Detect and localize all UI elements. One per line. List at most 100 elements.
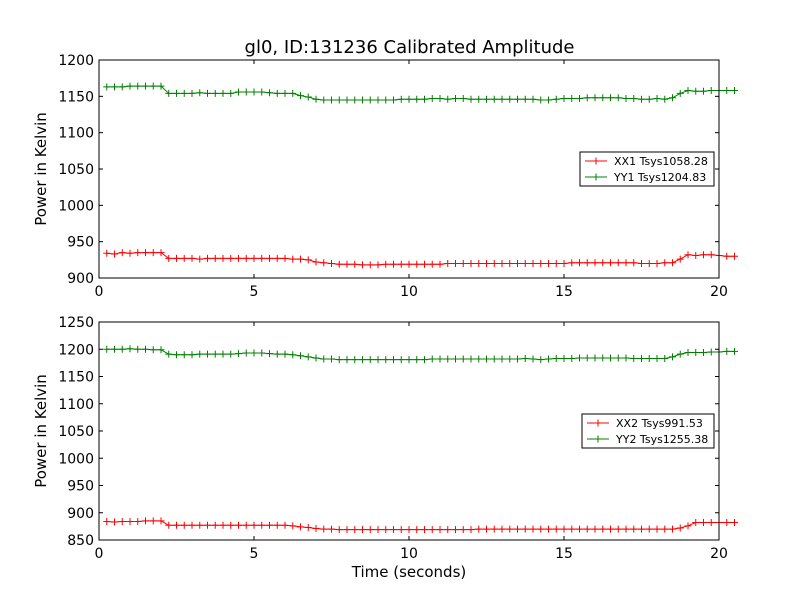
data-point <box>343 96 351 104</box>
data-point <box>521 259 529 267</box>
y-tick-label: 1050 <box>58 162 94 178</box>
data-point <box>436 95 444 103</box>
data-point <box>266 350 273 358</box>
data-point <box>552 95 560 103</box>
data-point <box>568 95 576 103</box>
data-point <box>684 522 692 530</box>
data-point <box>490 525 498 533</box>
data-point <box>669 353 676 361</box>
data-point <box>273 89 281 97</box>
data-point <box>103 249 111 257</box>
data-point <box>413 356 421 364</box>
data-point <box>382 356 390 364</box>
data-point <box>328 96 335 104</box>
data-point <box>731 347 738 355</box>
legend-entry: XX1 Tsys1058.28 <box>585 155 708 168</box>
data-point <box>188 351 196 359</box>
data-point <box>312 525 320 533</box>
data-point <box>622 354 630 362</box>
data-point <box>111 518 118 526</box>
data-point <box>490 95 498 103</box>
data-point <box>351 96 359 104</box>
data-point <box>242 88 250 96</box>
data-point <box>235 254 242 262</box>
data-point <box>521 95 529 103</box>
data-point <box>560 355 568 363</box>
data-point <box>506 95 514 103</box>
data-point <box>134 249 142 257</box>
data-point <box>552 355 560 363</box>
data-point <box>622 95 630 103</box>
data-point <box>607 94 614 102</box>
data-point <box>467 526 475 534</box>
data-point <box>103 83 111 91</box>
data-point <box>211 89 219 97</box>
data-point <box>405 526 413 534</box>
data-point <box>676 350 684 358</box>
data-point <box>359 261 366 269</box>
data-point <box>506 259 514 267</box>
data-point <box>351 260 359 268</box>
data-point <box>684 87 692 95</box>
data-point <box>390 526 397 534</box>
data-point <box>335 526 343 534</box>
data-point <box>211 254 219 262</box>
data-point <box>343 356 351 364</box>
data-point <box>568 259 576 267</box>
data-point <box>281 521 289 529</box>
data-point <box>599 94 607 102</box>
data-point <box>304 93 312 101</box>
data-point <box>165 350 173 358</box>
data-point <box>142 345 149 353</box>
data-point <box>622 525 630 533</box>
data-point <box>428 355 436 363</box>
x-tick-label: 10 <box>400 284 418 300</box>
data-point <box>576 95 583 103</box>
data-point <box>227 521 235 529</box>
data-point <box>281 350 289 358</box>
data-point <box>227 89 235 97</box>
data-point <box>157 346 165 354</box>
data-point <box>490 259 498 267</box>
legend: XX2 Tsys991.53 YY2 Tsys1255.38 <box>581 413 715 449</box>
data-point <box>545 525 552 533</box>
data-point <box>366 526 374 534</box>
data-point <box>397 260 405 268</box>
data-point <box>359 96 366 104</box>
data-point <box>211 350 219 358</box>
x-tick-label: 20 <box>710 284 728 300</box>
data-point <box>304 523 312 531</box>
series-line <box>106 85 735 101</box>
data-point <box>304 353 312 361</box>
data-point <box>676 524 684 532</box>
data-point <box>452 259 459 267</box>
legend-marker <box>592 173 600 181</box>
data-point <box>343 260 351 268</box>
data-point <box>180 351 188 359</box>
data-point <box>459 259 467 267</box>
data-point <box>374 96 382 104</box>
series-line <box>106 252 735 266</box>
data-point <box>258 521 266 529</box>
data-point <box>413 526 421 534</box>
data-point <box>467 259 475 267</box>
data-point <box>692 349 700 357</box>
data-point <box>545 96 552 104</box>
data-point <box>421 526 428 534</box>
data-point <box>529 525 537 533</box>
data-point <box>289 351 297 359</box>
data-point <box>289 522 297 530</box>
data-point <box>614 354 622 362</box>
data-point <box>173 351 180 359</box>
data-point <box>568 525 576 533</box>
data-point <box>723 252 731 260</box>
data-point <box>366 261 374 269</box>
data-point <box>692 251 700 259</box>
x-tick-label: 15 <box>555 284 573 300</box>
data-point <box>405 356 413 364</box>
y-tick-label: 900 <box>67 271 94 287</box>
data-point <box>289 255 297 263</box>
series-1 <box>103 517 738 534</box>
data-point <box>669 259 676 267</box>
data-point <box>707 87 715 95</box>
